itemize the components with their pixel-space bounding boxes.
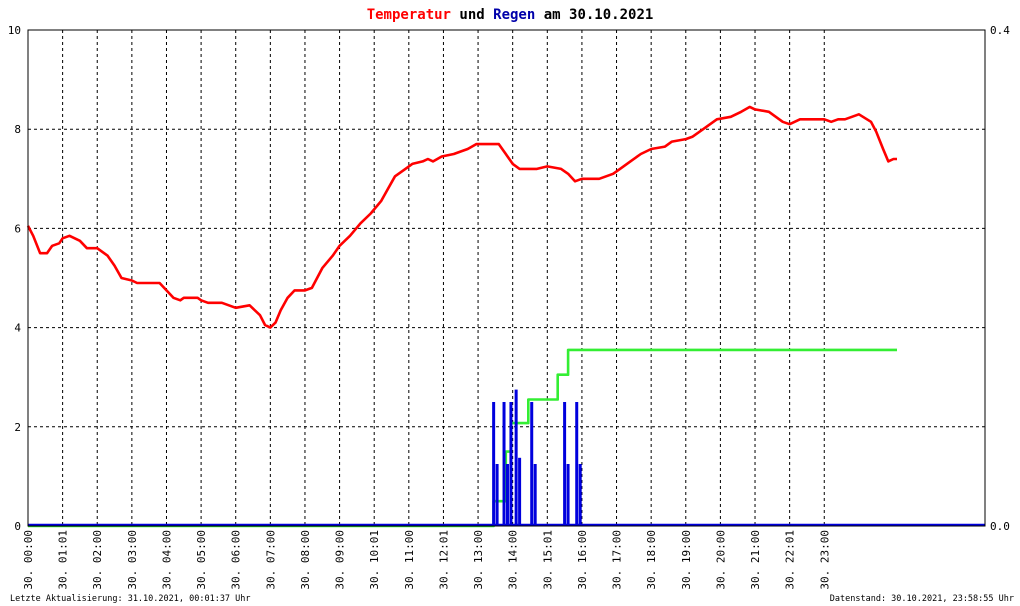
x-tick-label: 30. 05:00 <box>195 530 208 590</box>
x-axis-labels: 30. 00:00 30. 01:01 30. 02:00 30. 03:00 30. … <box>22 530 831 590</box>
rain-bar <box>509 402 513 526</box>
x-tick-label: 30. 22:01 <box>784 530 797 590</box>
y-axis-right-labels: 0.0 0.4 <box>990 24 1010 533</box>
x-tick-label: 30. 21:00 <box>749 530 762 590</box>
rain-bar <box>578 464 582 526</box>
rain-bar <box>575 402 579 526</box>
x-tick-label: 30. 10:01 <box>368 530 381 590</box>
y-left-tick-label: 0 <box>14 520 21 533</box>
rain-bar <box>530 402 534 526</box>
series-layer <box>26 105 985 528</box>
title-und: und <box>451 7 493 23</box>
x-tick-label: 30. 16:00 <box>576 530 589 590</box>
x-tick-label: 30. 13:00 <box>472 530 485 590</box>
x-tick-label: 30. 15:01 <box>541 530 554 590</box>
y-axis-left-labels: 0 2 4 6 8 10 <box>8 24 22 533</box>
y-left-tick-label: 4 <box>14 322 21 335</box>
rain-bar <box>563 402 567 526</box>
x-tick-label: 30. 17:00 <box>611 530 624 590</box>
rain-cumulative-line <box>28 348 897 528</box>
x-tick-label: 30. 19:00 <box>680 530 693 590</box>
temperature-line <box>26 105 897 329</box>
x-tick-label: 30. 20:00 <box>714 530 727 590</box>
y-right-tick-label: 0.0 <box>990 520 1010 533</box>
y-left-tick-label: 10 <box>8 24 21 37</box>
footer-last-update: Letzte Aktualisierung: 31.10.2021, 00:01… <box>10 594 251 604</box>
y-left-tick-label: 2 <box>14 421 21 434</box>
rain-bar <box>566 464 570 526</box>
x-tick-label: 30. 18:00 <box>645 530 658 590</box>
x-tick-label: 30. 07:00 <box>264 530 277 590</box>
y-left-tick-label: 6 <box>14 222 21 235</box>
x-tick-label: 30. 09:00 <box>334 530 347 590</box>
y-right-tick-label: 0.4 <box>990 24 1010 37</box>
rain-bar <box>502 402 506 526</box>
x-tick-label: 30. 11:00 <box>403 530 416 590</box>
x-tick-label: 30. 01:01 <box>57 530 70 590</box>
rain-bar <box>492 402 496 526</box>
title-date: am 30.10.2021 <box>535 7 653 23</box>
chart-title: Temperatur und Regen am 30.10.2021 <box>367 7 654 23</box>
rain-bar <box>533 464 537 526</box>
rain-bar <box>505 464 509 526</box>
grid-lines <box>28 30 985 526</box>
footer-data-status: Datenstand: 30.10.2021, 23:58:55 Uhr <box>830 594 1014 604</box>
title-rain: Regen <box>493 7 535 23</box>
x-tick-label: 30. 23:00 <box>818 530 831 590</box>
x-tick-label: 30. 04:00 <box>160 530 173 590</box>
x-tick-label: 30. 06:00 <box>230 530 243 590</box>
x-tick-label: 30. 14:00 <box>507 530 520 590</box>
title-temperature: Temperatur <box>367 7 451 23</box>
x-tick-label: 30. 03:00 <box>126 530 139 590</box>
x-tick-label: 30. 08:00 <box>299 530 312 590</box>
rain-bar <box>514 389 518 526</box>
rain-bar <box>495 464 499 526</box>
plot-frame <box>27 29 986 527</box>
rain-bar <box>518 457 522 526</box>
x-tick-label: 30. 00:00 <box>22 530 35 590</box>
y-left-tick-label: 8 <box>14 123 21 136</box>
x-tick-label: 30. 02:00 <box>91 530 104 590</box>
x-tick-label: 30. 12:01 <box>437 530 450 590</box>
